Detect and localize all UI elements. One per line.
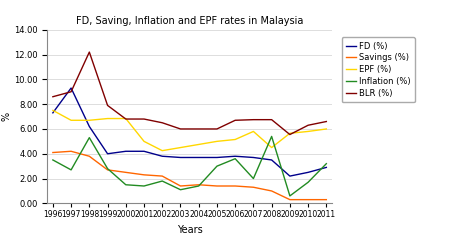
BLR (%) <box>214 127 220 130</box>
Inflation (%) <box>68 168 74 171</box>
X-axis label: Years: Years <box>177 225 202 235</box>
EPF (%) <box>159 149 165 152</box>
FD (%) <box>159 155 165 158</box>
EPF (%) <box>178 146 183 149</box>
Savings (%) <box>251 186 256 189</box>
FD (%) <box>50 111 56 114</box>
BLR (%) <box>123 118 128 121</box>
EPF (%) <box>68 119 74 122</box>
BLR (%) <box>68 90 74 93</box>
EPF (%) <box>141 140 147 143</box>
Inflation (%) <box>86 136 92 139</box>
FD (%) <box>105 152 110 155</box>
Savings (%) <box>123 171 128 174</box>
EPF (%) <box>305 130 311 133</box>
EPF (%) <box>123 117 128 120</box>
FD (%) <box>214 156 220 159</box>
Line: Savings (%): Savings (%) <box>53 151 326 200</box>
EPF (%) <box>50 109 56 112</box>
Inflation (%) <box>251 177 256 180</box>
BLR (%) <box>159 121 165 124</box>
FD (%) <box>196 156 201 159</box>
FD (%) <box>251 156 256 159</box>
Inflation (%) <box>305 181 311 184</box>
Savings (%) <box>141 173 147 176</box>
Line: EPF (%): EPF (%) <box>53 110 326 151</box>
Line: FD (%): FD (%) <box>53 88 326 176</box>
BLR (%) <box>305 124 311 127</box>
EPF (%) <box>214 140 220 143</box>
Inflation (%) <box>323 162 329 165</box>
Inflation (%) <box>196 185 201 187</box>
Savings (%) <box>68 150 74 153</box>
Inflation (%) <box>178 188 183 191</box>
Savings (%) <box>232 185 238 187</box>
Savings (%) <box>159 175 165 178</box>
FD (%) <box>232 155 238 158</box>
Line: BLR (%): BLR (%) <box>53 52 326 134</box>
BLR (%) <box>232 119 238 122</box>
Title: FD, Saving, Inflation and EPF rates in Malaysia: FD, Saving, Inflation and EPF rates in M… <box>76 16 303 26</box>
Savings (%) <box>287 198 293 201</box>
FD (%) <box>323 166 329 169</box>
BLR (%) <box>105 104 110 107</box>
Savings (%) <box>86 155 92 158</box>
BLR (%) <box>287 133 293 136</box>
Savings (%) <box>196 183 201 186</box>
Inflation (%) <box>214 165 220 168</box>
Y-axis label: %: % <box>1 112 11 121</box>
Inflation (%) <box>287 194 293 197</box>
Savings (%) <box>214 185 220 187</box>
Savings (%) <box>305 198 311 201</box>
EPF (%) <box>287 132 293 135</box>
Savings (%) <box>178 185 183 187</box>
BLR (%) <box>269 118 274 121</box>
FD (%) <box>305 171 311 174</box>
EPF (%) <box>86 119 92 122</box>
EPF (%) <box>323 127 329 130</box>
EPF (%) <box>232 138 238 141</box>
FD (%) <box>86 125 92 128</box>
Inflation (%) <box>50 158 56 161</box>
BLR (%) <box>196 127 201 130</box>
FD (%) <box>123 150 128 153</box>
BLR (%) <box>141 118 147 121</box>
Inflation (%) <box>123 183 128 186</box>
EPF (%) <box>251 130 256 133</box>
Savings (%) <box>269 189 274 192</box>
Inflation (%) <box>159 180 165 183</box>
EPF (%) <box>269 146 274 149</box>
Inflation (%) <box>269 135 274 138</box>
Savings (%) <box>323 198 329 201</box>
Inflation (%) <box>141 185 147 187</box>
Line: Inflation (%): Inflation (%) <box>53 136 326 196</box>
EPF (%) <box>105 117 110 120</box>
BLR (%) <box>251 118 256 121</box>
BLR (%) <box>86 51 92 54</box>
EPF (%) <box>196 143 201 146</box>
FD (%) <box>287 175 293 178</box>
BLR (%) <box>178 127 183 130</box>
Legend: FD (%), Savings (%), EPF (%), Inflation (%), BLR (%): FD (%), Savings (%), EPF (%), Inflation … <box>342 37 415 102</box>
FD (%) <box>68 87 74 90</box>
FD (%) <box>178 156 183 159</box>
Savings (%) <box>105 168 110 171</box>
FD (%) <box>269 158 274 161</box>
BLR (%) <box>323 120 329 123</box>
FD (%) <box>141 150 147 153</box>
Inflation (%) <box>232 157 238 160</box>
BLR (%) <box>50 95 56 98</box>
Inflation (%) <box>105 167 110 170</box>
Savings (%) <box>50 151 56 154</box>
